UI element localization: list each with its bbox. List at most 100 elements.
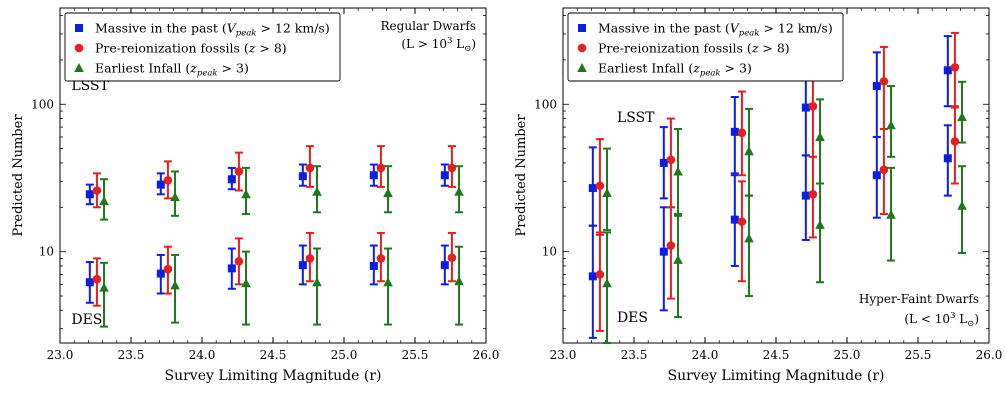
data-point [298,172,307,181]
x-axis-label: Survey Limiting Magnitude (r) [667,368,884,384]
corner-annotation: Hyper-Faint Dwarfs (L < 103 L⊙) [859,292,979,329]
data-point [440,261,449,270]
x-tick-label: 23.0 [47,348,74,362]
series-massive [85,163,449,304]
legend-variable: z [751,41,759,56]
data-point [602,188,612,198]
data-point [383,188,393,198]
data-point [369,171,378,180]
corner-text: (L > 10 [401,37,447,51]
legend-text: Pre-reionization fossils ( [95,41,249,56]
corner-superscript: 3 [447,36,452,46]
legend-entry-massive: Massive in the past (Vpeak > 12 km/s) [95,21,330,39]
data-point [815,219,825,229]
data-point [99,282,109,292]
data-point [298,261,307,270]
data-point [666,155,676,165]
data-point [886,120,896,130]
legend: Massive in the past (Vpeak > 12 km/s) Pre… [64,12,341,82]
data-point [241,189,251,199]
data-point [305,254,315,263]
data-point [666,241,676,250]
data-point [595,181,605,191]
data-point [815,131,825,141]
x-tick-label: 25.5 [905,348,932,362]
legend-entry-fossils: Pre-reionization fossils (z > 8) [95,41,287,56]
legend-text: > 8) [758,41,789,56]
data-point [234,257,244,266]
data-point [305,163,315,173]
data-point [454,186,464,196]
data-point [312,186,322,196]
legend-box [64,12,341,82]
data-point [454,276,464,286]
data-point [85,278,94,287]
x-tick-label: 23.0 [550,348,577,362]
legend-text: Pre-reionization fossils ( [598,41,752,56]
data-point [673,254,683,264]
x-tick-label: 26.0 [976,348,1003,362]
legend-text: > 3) [721,61,752,76]
y-axis-label: Predicted Number [514,114,529,237]
data-point [957,200,967,210]
data-point [659,247,668,256]
x-tick-label: 25.0 [834,348,861,362]
x-tick-label: 25.5 [402,348,429,362]
x-tick-label: 24.0 [692,348,719,362]
data-point [595,270,605,279]
corner-luminosity: (L < 103 L⊙) [904,311,979,329]
legend-variable: z [692,61,700,76]
legend-text: > 12 km/s) [759,21,832,36]
data-point [872,171,881,180]
data-point [92,274,102,284]
corner-title: Hyper-Faint Dwarfs [859,292,979,306]
corner-subscript: ⊙ [464,44,471,54]
data-point [447,253,457,262]
x-tick-label: 24.5 [260,348,287,362]
data-point [673,166,683,176]
data-point [163,264,173,274]
series-infall [602,80,967,344]
x-tick-label: 23.5 [621,348,648,362]
data-point [92,186,102,195]
legend-subscript: peak [739,29,760,39]
legend-variable: V [227,21,238,36]
data-point [369,261,378,270]
data-point [234,167,244,176]
survey-label-lsst: LSST [617,110,655,126]
legend-subscript: peak [236,29,257,39]
data-point [808,189,818,199]
x-tick-label: 23.5 [118,348,145,362]
legend-box [567,12,844,82]
corner-text: (L < 10 [904,312,950,326]
x-tick-label: 26.0 [473,348,500,362]
data-point [886,209,896,219]
legend-entry-infall: Earliest Infall (zpeak > 3) [598,61,752,79]
corner-luminosity: (L > 103 L⊙) [401,36,476,54]
legend-variable: z [189,61,197,76]
data-point [447,163,457,173]
data-point [170,280,180,290]
corner-text: ) [974,312,979,326]
corner-text: ) [471,37,476,51]
data-point [376,254,386,263]
legend-entry-infall: Earliest Infall (zpeak > 3) [95,61,249,79]
data-point [376,163,386,173]
corner-superscript: 3 [950,311,955,321]
legend-text: Massive in the past ( [598,21,730,36]
data-point [99,196,109,206]
legend-marker-fossils [577,43,587,53]
data-point [383,277,393,287]
legend-entry-fossils: Pre-reionization fossils (z > 8) [598,41,790,56]
legend-text: Massive in the past ( [95,21,227,36]
x-tick-label: 24.5 [763,348,790,362]
data-point [737,217,747,226]
survey-label-lsst: LSST [71,78,109,94]
legend-marker-massive [75,24,83,32]
data-point [163,175,173,185]
data-point [744,233,754,243]
data-point [312,277,322,287]
data-point [227,264,236,273]
data-point [744,146,754,156]
